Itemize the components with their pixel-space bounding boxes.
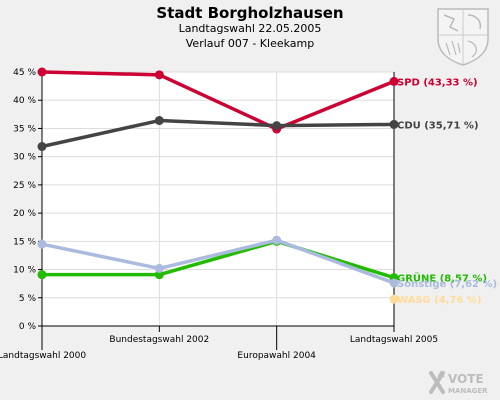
logo-word-vote: VOTE xyxy=(448,372,484,386)
data-point xyxy=(389,119,399,129)
data-point xyxy=(154,270,164,280)
series-labels: SPD (43,33 %) CDU (35,71 %) GRÜNE (8,57 %)… xyxy=(397,77,497,306)
data-point xyxy=(389,294,399,304)
series-label: GRÜNE (8,57 %) xyxy=(397,271,487,285)
data-point xyxy=(154,263,164,273)
x-tick-label: Europawahl 2004 xyxy=(237,351,316,361)
y-tick-label: 5 % xyxy=(19,294,37,304)
data-point xyxy=(37,270,47,280)
data-point xyxy=(37,239,47,249)
y-tick-label: 10 % xyxy=(13,266,36,276)
data-point xyxy=(272,235,282,245)
y-tick-label: 20 % xyxy=(13,209,36,219)
y-tick-label: 15 % xyxy=(13,237,36,247)
y-tick-label: 25 % xyxy=(13,181,36,191)
chart-title: Stadt Borgholzhausen xyxy=(156,4,344,22)
data-point xyxy=(37,142,47,152)
x-tick-label: Bundestagswahl 2002 xyxy=(109,335,209,345)
data-point xyxy=(389,76,399,86)
series-label: CDU (35,71 %) xyxy=(397,120,479,131)
data-point xyxy=(272,121,282,131)
series-line xyxy=(41,70,395,131)
data-point xyxy=(389,278,399,288)
chart-subtitle-2: Verlauf 007 - Kleekamp xyxy=(185,37,315,50)
chart-subtitle: Landtagswahl 22.05.2005 xyxy=(178,22,322,35)
data-point xyxy=(154,70,164,80)
series-label: Sonstige (7,62 %) xyxy=(397,279,497,290)
series-label: WASG (4,76 %) xyxy=(397,295,482,306)
grid xyxy=(42,71,394,326)
series-line xyxy=(42,239,395,280)
y-tick-label: 45 % xyxy=(13,68,36,78)
logo-word-manager: MANAGER xyxy=(448,387,488,395)
coat-of-arms-icon xyxy=(437,8,489,66)
series-label: SPD (43,33 %) xyxy=(397,77,478,88)
data-point xyxy=(154,116,164,126)
series-line xyxy=(41,118,395,149)
y-tick-label: 30 % xyxy=(13,153,36,163)
x-tick-label: Landtagswahl 2000 xyxy=(0,351,86,361)
plot-area xyxy=(42,72,394,326)
y-tick-label: 35 % xyxy=(13,124,36,134)
axes: 0 % 5 % 10 % 15 % 20 % 25 % 30 % 35 % 40 % 45 % La… xyxy=(0,68,438,361)
series-line xyxy=(41,238,395,285)
x-tick-label: Landtagswahl 2005 xyxy=(350,335,438,345)
data-point xyxy=(37,67,47,77)
y-tick-label: 40 % xyxy=(13,96,36,106)
vote-manager-logo: VOTE MANAGER xyxy=(429,370,488,395)
series-layer xyxy=(37,67,399,304)
y-tick-label: 0 % xyxy=(19,322,37,332)
